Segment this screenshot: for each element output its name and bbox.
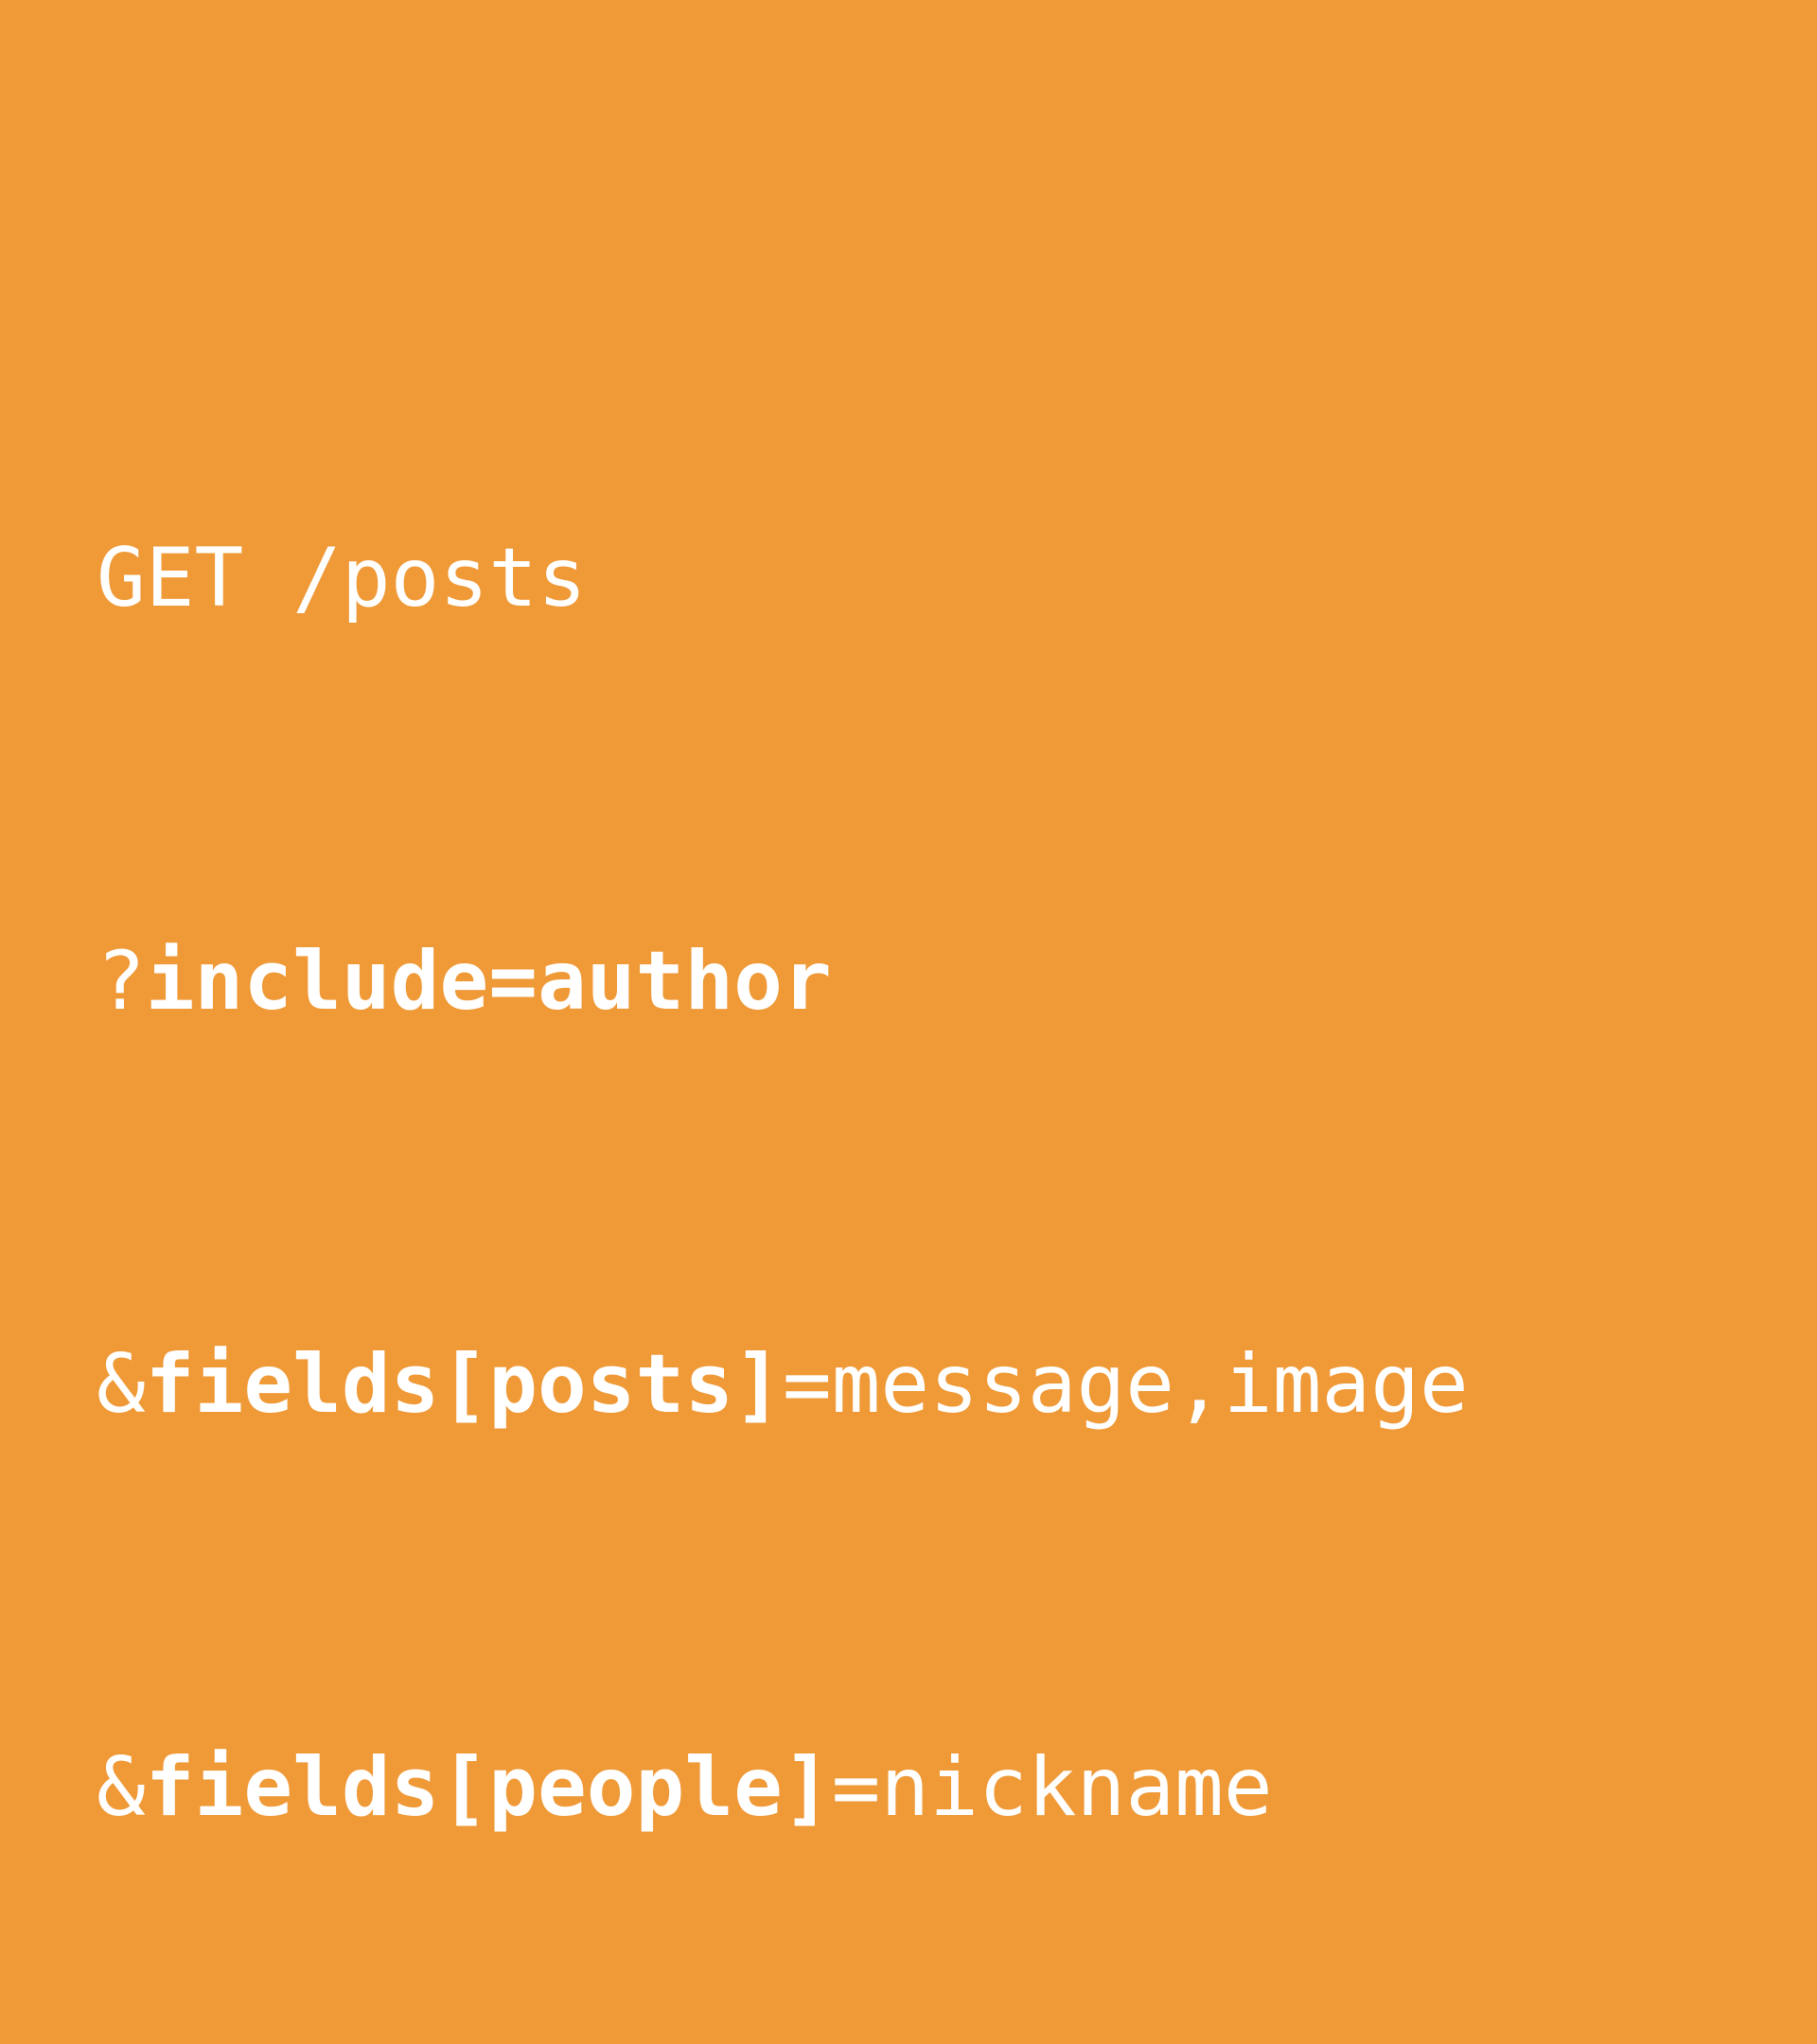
code-line-fields-posts: &fields[posts]=message,image	[97, 1317, 1762, 1452]
query-prefix: ?	[97, 934, 146, 1029]
code-line-include: ?include=author	[97, 914, 1762, 1048]
code-line-fields-people: &fields[people]=nickname	[97, 1720, 1762, 1855]
include-parameter: include=author	[145, 934, 832, 1029]
fields-posts-key: fields[posts]	[145, 1337, 783, 1432]
request-method-path: GET /posts	[97, 531, 587, 626]
code-line-request: GET /posts	[97, 511, 1762, 645]
param-separator: &	[97, 1337, 146, 1432]
fields-posts-value: =message,image	[782, 1337, 1469, 1432]
code-block: GET /posts ?include=author &fields[posts…	[97, 242, 1762, 2044]
fields-people-key: fields[people]	[145, 1740, 832, 1835]
slide-canvas: GET /posts ?include=author &fields[posts…	[97, 531, 1469, 1835]
fields-people-value: =nickname	[831, 1740, 1273, 1835]
param-separator: &	[97, 1740, 146, 1835]
